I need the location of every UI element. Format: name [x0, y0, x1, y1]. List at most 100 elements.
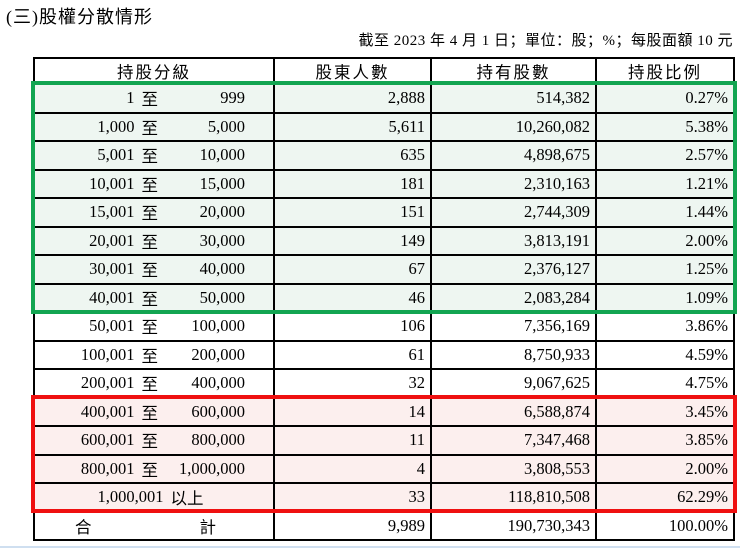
table-header-row: 持股分級 股東人數 持有股數 持股比例	[33, 57, 735, 85]
column-header-1: 股東人數	[273, 57, 432, 85]
range-from: 40,001	[89, 287, 135, 307]
ratio-cell: 1.09%	[595, 282, 735, 313]
table-row: 100,001 至 200,000 61 8,750,933 4.59%	[33, 339, 735, 370]
range-to: 100,000	[191, 316, 245, 336]
table-row: 1,000,001 以上 33 118,810,508 62.29%	[33, 482, 735, 513]
range-text: 10,001 至 15,000	[36, 172, 272, 196]
holders-cell: 46	[273, 282, 432, 313]
range-separator: 至	[141, 432, 159, 452]
range-from: 200,001	[80, 373, 135, 393]
holders-cell: 11	[273, 425, 432, 456]
range-separator: 至	[141, 460, 159, 480]
range-cell: 100,001 至 200,000	[33, 339, 275, 370]
column-header-3: 持股比例	[595, 57, 735, 85]
range-text: 1 至 999	[36, 86, 272, 110]
range-to: 600,000	[191, 401, 245, 421]
table-row: 15,001 至 20,000 151 2,744,309 1.44%	[33, 197, 735, 228]
holders-cell: 106	[273, 311, 432, 342]
total-ratio-cell: 100.00%	[595, 510, 735, 541]
range-text: 30,001 至 40,000	[36, 257, 272, 281]
ratio-cell: 2.00%	[595, 225, 735, 256]
total-label: 合計	[36, 514, 272, 538]
range-to: 400,000	[191, 373, 245, 393]
page-title: (三)股權分散情形	[6, 7, 153, 27]
range-separator: 以上	[170, 489, 204, 509]
range-cell: 5,001 至 10,000	[33, 140, 275, 171]
column-header-2: 持有股數	[430, 57, 597, 85]
ratio-cell: 1.21%	[595, 168, 735, 199]
range-from: 15,001	[89, 202, 135, 222]
shares-cell: 514,382	[430, 83, 597, 114]
range-separator: 至	[141, 375, 159, 395]
shares-cell: 9,067,625	[430, 368, 597, 399]
table-row: 50,001 至 100,000 106 7,356,169 3.86%	[33, 311, 735, 342]
holders-cell: 151	[273, 197, 432, 228]
range-to: 1,000,000	[179, 458, 245, 478]
table-row: 20,001 至 30,000 149 3,813,191 2.00%	[33, 225, 735, 256]
column-header-0: 持股分級	[33, 57, 275, 85]
range-text: 400,001 至 600,000	[36, 400, 272, 424]
ratio-cell: 1.25%	[595, 254, 735, 285]
range-separator: 至	[141, 403, 159, 423]
shares-cell: 7,347,468	[430, 425, 597, 456]
range-cell: 30,001 至 40,000	[33, 254, 275, 285]
shares-cell: 2,376,127	[430, 254, 597, 285]
shareholding-distribution-table: 持股分級 股東人數 持有股數 持股比例 1 至 999 2,888 514,382 0.27% 1…	[33, 57, 735, 541]
table-row: 10,001 至 15,000 181 2,310,163 1.21%	[33, 168, 735, 199]
range-cell: 800,001 至 1,000,000	[33, 453, 275, 484]
range-separator: 至	[141, 147, 159, 167]
range-cell: 15,001 至 20,000	[33, 197, 275, 228]
range-separator: 至	[141, 175, 159, 195]
range-cell: 1 至 999	[33, 83, 275, 114]
holders-cell: 5,611	[273, 111, 432, 142]
ratio-cell: 3.85%	[595, 425, 735, 456]
range-cell: 10,001 至 15,000	[33, 168, 275, 199]
ratio-cell: 5.38%	[595, 111, 735, 142]
ratio-cell: 2.57%	[595, 140, 735, 171]
range-text: 50,001 至 100,000	[36, 314, 272, 338]
range-from: 30,001	[89, 259, 135, 279]
range-to: 15,000	[199, 173, 245, 193]
range-to: 40,000	[199, 259, 245, 279]
shares-cell: 3,808,553	[430, 453, 597, 484]
range-from: 1,000,001	[97, 487, 164, 507]
ratio-cell: 1.44%	[595, 197, 735, 228]
total-label-left: 合	[75, 517, 92, 537]
ratio-cell: 4.59%	[595, 339, 735, 370]
range-text: 200,001 至 400,000	[36, 371, 272, 395]
range-separator: 至	[141, 232, 159, 252]
range-cell: 1,000,001 以上	[33, 482, 275, 513]
holders-cell: 181	[273, 168, 432, 199]
shares-cell: 2,083,284	[430, 282, 597, 313]
ratio-cell: 3.86%	[595, 311, 735, 342]
range-separator: 至	[141, 90, 159, 110]
range-from: 800,001	[80, 458, 135, 478]
total-shares-cell: 190,730,343	[430, 510, 597, 541]
shares-cell: 118,810,508	[430, 482, 597, 513]
shares-cell: 2,744,309	[430, 197, 597, 228]
total-label-cell: 合計	[33, 510, 275, 541]
range-from: 1	[126, 88, 135, 108]
range-text: 800,001 至 1,000,000	[36, 457, 272, 481]
range-from: 50,001	[89, 316, 135, 336]
holders-cell: 4	[273, 453, 432, 484]
shares-cell: 7,356,169	[430, 311, 597, 342]
table-row: 1 至 999 2,888 514,382 0.27%	[33, 83, 735, 114]
range-cell: 600,001 至 800,000	[33, 425, 275, 456]
range-to: 20,000	[199, 202, 245, 222]
range-from: 100,001	[80, 344, 135, 364]
shares-cell: 4,898,675	[430, 140, 597, 171]
holders-cell: 32	[273, 368, 432, 399]
range-from: 400,001	[80, 401, 135, 421]
shares-cell: 10,260,082	[430, 111, 597, 142]
range-from: 1,000	[97, 116, 135, 136]
range-cell: 50,001 至 100,000	[33, 311, 275, 342]
range-cell: 400,001 至 600,000	[33, 396, 275, 427]
page-subtitle: 截至 2023 年 4 月 1 日；單位：股；%；每股面額 10 元	[358, 33, 733, 49]
holders-cell: 149	[273, 225, 432, 256]
range-text: 1,000,001 以上	[36, 485, 272, 509]
range-separator: 至	[141, 318, 159, 338]
range-to: 50,000	[199, 287, 245, 307]
range-from: 600,001	[80, 430, 135, 450]
range-text: 40,001 至 50,000	[36, 286, 272, 310]
